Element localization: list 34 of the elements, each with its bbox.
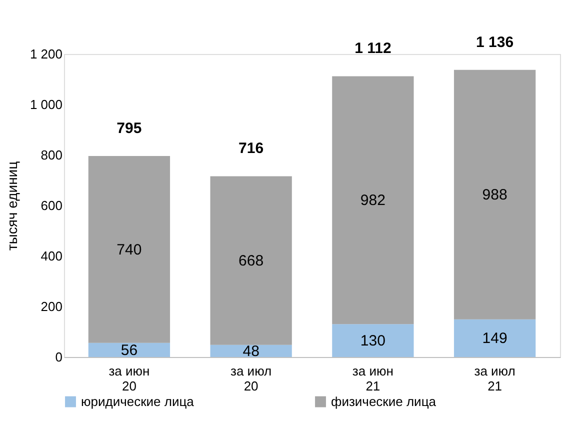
x-tick-label: за июн 20 <box>108 364 150 394</box>
legend-label: юридические лица <box>81 394 195 409</box>
x-tick-label: за июл 21 <box>474 364 516 394</box>
y-tick-label: 1 000 <box>30 97 62 112</box>
bar <box>88 342 170 357</box>
bar <box>210 176 292 345</box>
y-tick-label: 600 <box>40 198 62 213</box>
total-label: 795 <box>116 120 142 138</box>
y-tick-label: 0 <box>55 350 62 364</box>
data-label: 988 <box>482 186 508 204</box>
bar <box>454 70 536 320</box>
data-label: 48 <box>242 342 260 360</box>
total-label: 1 136 <box>476 34 514 51</box>
bar <box>88 156 170 343</box>
y-axis-title: тысяч единиц <box>4 161 20 251</box>
data-label: 668 <box>238 252 264 270</box>
total-label: 716 <box>238 140 264 158</box>
x-tick-label: за июн 21 <box>352 364 394 394</box>
data-label: 130 <box>360 332 386 350</box>
legend-label: физические лица <box>331 394 437 409</box>
bar <box>332 76 414 324</box>
y-tick-label: 200 <box>40 299 62 314</box>
bar <box>332 324 414 357</box>
data-label: 982 <box>360 192 386 210</box>
x-tick-label: за июл 20 <box>230 364 272 394</box>
y-tick-label: 400 <box>40 248 62 264</box>
data-label: 56 <box>120 342 138 359</box>
bar <box>454 319 536 357</box>
bar <box>210 344 292 357</box>
total-label: 1 112 <box>354 40 392 58</box>
data-label: 149 <box>482 330 508 348</box>
y-tick-label: 800 <box>40 148 62 162</box>
y-tick-label: 1 200 <box>30 46 62 62</box>
data-label: 740 <box>116 241 142 258</box>
